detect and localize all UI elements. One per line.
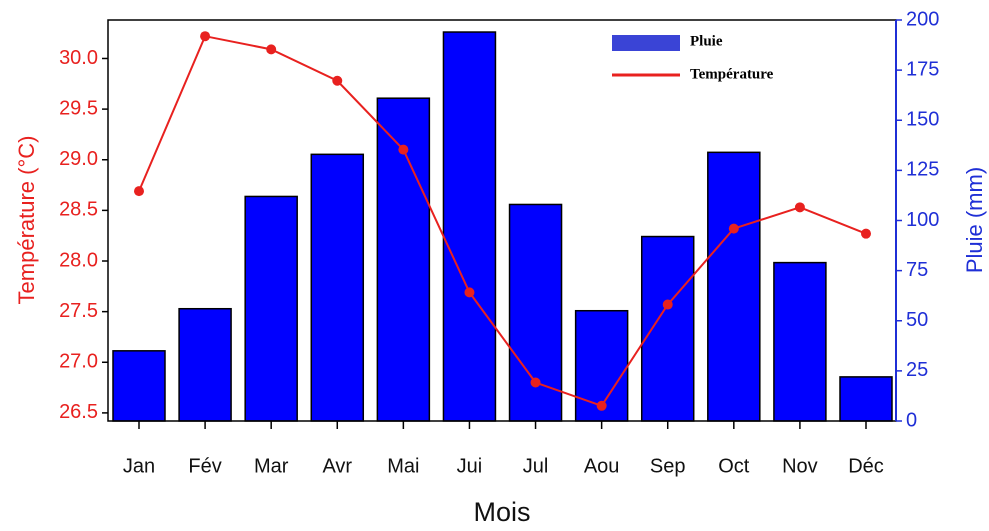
legend-swatch (612, 35, 680, 51)
x-tick-label: Fév (188, 455, 221, 477)
y-tick-label: 27.5 (59, 300, 98, 322)
y-axis-label: Température (°C) (14, 136, 39, 305)
line-point (530, 377, 541, 388)
line-point (266, 44, 277, 55)
x-tick-label: Oct (718, 455, 750, 477)
y2-tick-label: 25 (906, 359, 928, 381)
y2-tick-label: 150 (906, 109, 939, 131)
y2-tick-label: 50 (906, 309, 928, 331)
bar (112, 350, 166, 422)
bar (310, 153, 365, 422)
y2-tick-label: 100 (906, 209, 939, 231)
y2-tick-label: 175 (906, 58, 939, 80)
y-tick-label: 27.0 (59, 351, 98, 373)
x-tick-label: Nov (782, 455, 818, 477)
y2-tick-label: 75 (906, 259, 928, 281)
bar (707, 151, 761, 422)
x-tick-label: Mai (387, 455, 419, 477)
x-axis-label: Mois (473, 497, 530, 527)
x-tick-label: Jan (123, 455, 155, 477)
line-point (398, 144, 409, 155)
y-tick-label: 28.5 (59, 199, 98, 221)
bar (442, 31, 497, 422)
bar (839, 376, 893, 422)
y-tick-label: 26.5 (59, 401, 98, 423)
bar (178, 307, 232, 422)
y-tick-label: 29.5 (59, 97, 98, 119)
y2-tick-label: 0 (906, 409, 917, 431)
legend-label: Température (690, 66, 774, 82)
x-tick-label: Jul (523, 455, 549, 477)
line-point (332, 75, 343, 86)
bar (244, 195, 298, 422)
x-tick-label: Avr (322, 455, 352, 477)
bar (574, 309, 629, 422)
legend-label: Pluie (690, 33, 723, 49)
line-point (861, 228, 871, 239)
y2-axis-label: Pluie (mm) (962, 167, 987, 273)
line-point (464, 287, 475, 298)
line-point (662, 299, 673, 310)
line (138, 35, 867, 408)
line-point (728, 223, 739, 234)
bar (773, 261, 827, 422)
y-tick-label: 30.0 (59, 47, 98, 69)
y2-tick-label: 200 (906, 8, 939, 30)
x-tick-label: Aou (584, 455, 620, 477)
line-point (200, 31, 211, 42)
line-point (794, 202, 805, 213)
y2-tick-label: 125 (906, 159, 939, 181)
x-tick-label: Déc (848, 455, 884, 477)
x-tick-label: Mar (254, 455, 289, 477)
line-point (134, 186, 144, 197)
y-tick-label: 29.0 (59, 148, 98, 170)
bar (640, 235, 695, 422)
x-tick-label: Jui (457, 455, 483, 477)
y-tick-label: 28.0 (59, 249, 98, 271)
line-point (596, 400, 607, 411)
x-tick-label: Sep (650, 455, 686, 477)
